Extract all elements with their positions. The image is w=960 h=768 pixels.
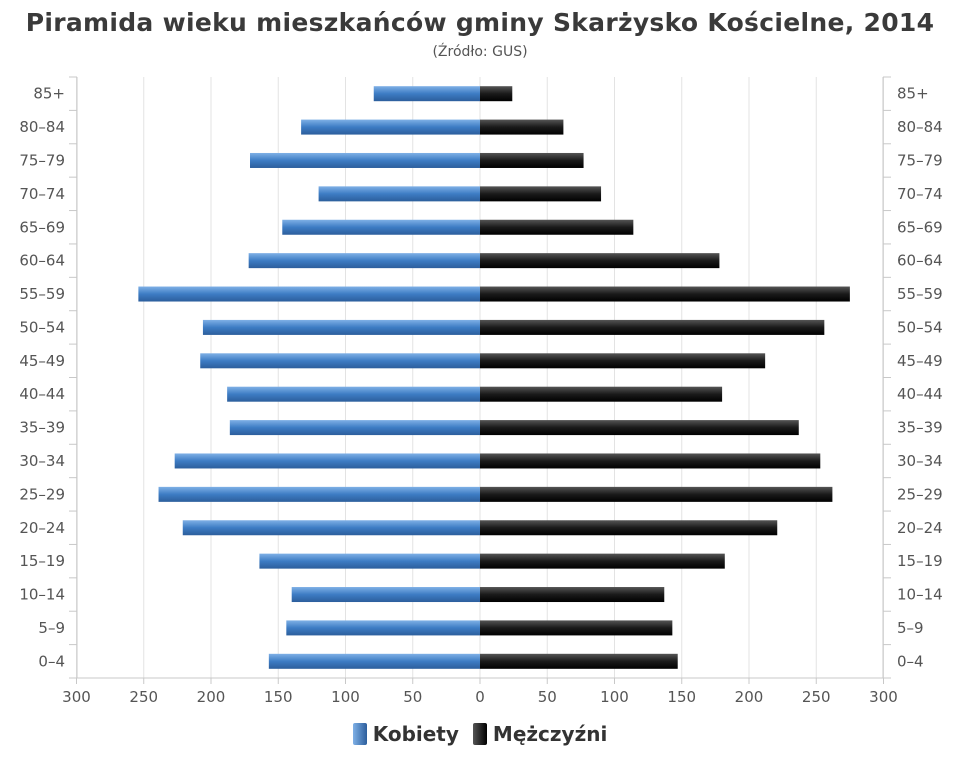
legend-swatch-mezczyzni — [472, 723, 487, 745]
x-tick-label: 100 — [600, 688, 629, 706]
x-tick-label: 150 — [667, 688, 696, 706]
category-label-left: 65–69 — [19, 218, 65, 236]
bar-mezczyzni — [480, 453, 821, 469]
category-label-left: 45–49 — [19, 352, 65, 370]
category-label-right: 75–79 — [897, 151, 943, 169]
bar-mezczyzni — [480, 587, 665, 603]
bar-mezczyzni — [480, 653, 678, 669]
bar-mezczyzni — [480, 520, 778, 536]
bar-mezczyzni — [480, 253, 720, 269]
x-tick-label: 50 — [538, 688, 557, 706]
category-label-left: 80–84 — [19, 118, 65, 136]
bar-kobiety — [202, 319, 480, 335]
category-label-left: 30–34 — [19, 452, 65, 470]
bar-mezczyzni — [480, 152, 584, 168]
legend-item-kobiety[interactable]: Kobiety — [352, 722, 459, 746]
category-label-right: 5–9 — [897, 619, 924, 637]
category-label-right: 10–14 — [897, 586, 943, 604]
category-label-left: 60–64 — [19, 252, 65, 270]
x-tick-label: 200 — [735, 688, 764, 706]
bar-kobiety — [158, 486, 481, 502]
x-tick-label: 100 — [331, 688, 360, 706]
bar-mezczyzni — [480, 186, 602, 202]
category-label-left: 75–79 — [19, 151, 65, 169]
legend-label-mezczyzni: Mężczyźni — [492, 722, 608, 746]
bar-mezczyzni — [480, 86, 513, 102]
category-label-left: 85+ — [33, 85, 65, 103]
category-label-left: 10–14 — [19, 586, 65, 604]
bar-mezczyzni — [480, 486, 833, 502]
bar-kobiety — [318, 186, 480, 202]
category-label-right: 45–49 — [897, 352, 943, 370]
legend-label-kobiety: Kobiety — [372, 722, 459, 746]
x-tick-label: 300 — [62, 688, 91, 706]
legend-item-mezczyzni[interactable]: Mężczyźni — [472, 722, 608, 746]
x-tick-label: 250 — [129, 688, 158, 706]
chart-title: Piramida wieku mieszkańców gminy Skarżys… — [25, 8, 935, 37]
category-label-left: 35–39 — [19, 419, 65, 437]
category-label-right: 65–69 — [897, 218, 943, 236]
x-tick-label: 0 — [475, 688, 485, 706]
bar-kobiety — [268, 653, 480, 669]
bar-mezczyzni — [480, 286, 850, 302]
category-label-right: 0–4 — [897, 652, 924, 670]
chart-legend: Kobiety Mężczyźni — [0, 722, 960, 746]
category-label-right: 40–44 — [897, 385, 943, 403]
category-label-right: 35–39 — [897, 419, 943, 437]
category-label-left: 15–19 — [19, 552, 65, 570]
category-label-right: 85+ — [897, 85, 929, 103]
chart-subtitle: (Źródło: GUS) — [432, 44, 528, 60]
bar-mezczyzni — [480, 620, 673, 636]
bar-kobiety — [138, 286, 480, 302]
bar-kobiety — [373, 86, 480, 102]
bar-kobiety — [291, 587, 480, 603]
bar-kobiety — [282, 219, 480, 235]
bar-kobiety — [174, 453, 480, 469]
bar-mezczyzni — [480, 319, 825, 335]
category-label-right: 25–29 — [897, 485, 943, 503]
category-label-right: 20–24 — [897, 519, 943, 537]
bar-mezczyzni — [480, 119, 564, 135]
bar-kobiety — [250, 152, 480, 168]
category-label-right: 55–59 — [897, 285, 943, 303]
bar-kobiety — [301, 119, 480, 135]
category-label-left: 50–54 — [19, 318, 65, 336]
x-tick-label: 50 — [403, 688, 422, 706]
x-tick-label: 300 — [869, 688, 898, 706]
bar-mezczyzni — [480, 219, 634, 235]
category-label-left: 25–29 — [19, 485, 65, 503]
category-label-right: 15–19 — [897, 552, 943, 570]
category-label-right: 60–64 — [897, 252, 943, 270]
bar-kobiety — [227, 386, 480, 402]
bar-mezczyzni — [480, 353, 766, 369]
bar-kobiety — [182, 520, 480, 536]
bar-kobiety — [248, 253, 480, 269]
category-label-left: 70–74 — [19, 185, 65, 203]
category-label-right: 50–54 — [897, 318, 943, 336]
category-label-left: 40–44 — [19, 385, 65, 403]
category-label-left: 0–4 — [38, 652, 65, 670]
category-label-right: 70–74 — [897, 185, 943, 203]
category-label-left: 20–24 — [19, 519, 65, 537]
x-tick-label: 250 — [802, 688, 831, 706]
x-tick-label: 150 — [264, 688, 293, 706]
category-label-right: 30–34 — [897, 452, 943, 470]
category-label-left: 5–9 — [38, 619, 65, 637]
category-label-left: 55–59 — [19, 285, 65, 303]
bar-mezczyzni — [480, 420, 799, 436]
x-tick-label: 200 — [197, 688, 226, 706]
bar-mezczyzni — [480, 553, 725, 569]
category-label-right: 80–84 — [897, 118, 943, 136]
bar-kobiety — [259, 553, 480, 569]
bar-kobiety — [286, 620, 480, 636]
legend-swatch-kobiety — [352, 723, 367, 745]
bar-kobiety — [229, 420, 480, 436]
bar-mezczyzni — [480, 386, 723, 402]
bar-kobiety — [200, 353, 481, 369]
